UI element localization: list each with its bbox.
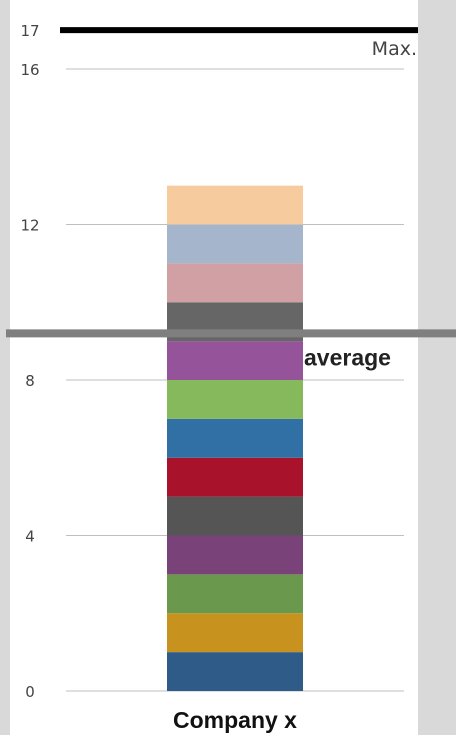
- y-tick-label-12: 12: [20, 217, 39, 235]
- bar-segment-8: [167, 380, 303, 419]
- bar-segment-12: [167, 224, 303, 264]
- y-tick-label-0: 0: [25, 683, 35, 701]
- category-label: Company x: [173, 707, 297, 733]
- bar-segments: [167, 185, 303, 691]
- bar-segment-9: [167, 341, 303, 380]
- bar-segment-13: [167, 185, 303, 225]
- y-tick-label-16: 16: [20, 61, 39, 79]
- bar-segment-3: [167, 574, 303, 614]
- max-label: Max.: [372, 38, 417, 60]
- bar-segment-2: [167, 613, 303, 653]
- reference-lines: Max. average: [6, 27, 456, 370]
- y-tick-label-8: 8: [25, 372, 35, 390]
- bar-segment-4: [167, 535, 303, 575]
- bar-segment-5: [167, 496, 303, 536]
- y-tick-label-17: 17: [20, 22, 39, 40]
- y-axis-ticks: 0 4 8 12 16 17: [20, 22, 39, 701]
- y-tick-label-4: 4: [25, 528, 35, 546]
- average-label: average: [304, 344, 391, 370]
- bar-segment-11: [167, 263, 303, 303]
- bar-segment-1: [167, 652, 303, 691]
- bar-segment-7: [167, 418, 303, 458]
- bar-segment-6: [167, 457, 303, 497]
